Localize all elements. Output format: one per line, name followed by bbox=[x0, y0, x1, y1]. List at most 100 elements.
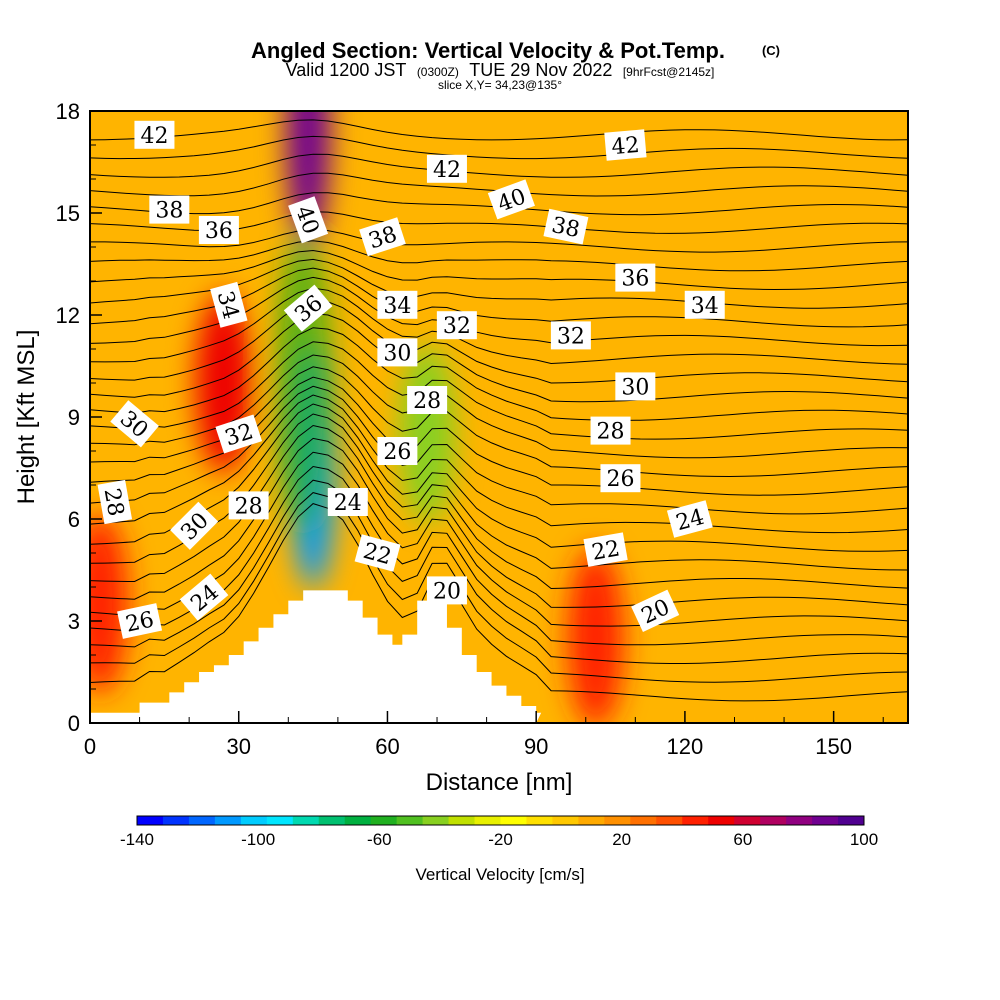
colorbar-tick-label: -60 bbox=[367, 830, 392, 849]
y-tick-label: 9 bbox=[68, 405, 80, 430]
subtitle-forecast: [9hrFcst@2145z] bbox=[623, 65, 715, 79]
contour-label-text: 28 bbox=[235, 494, 263, 519]
updraft-region-5 bbox=[90, 514, 128, 694]
slice-info: slice X,Y= 34,23@135° bbox=[438, 78, 562, 92]
contour-label-bg bbox=[543, 208, 589, 245]
contour-label-bg bbox=[354, 534, 401, 572]
contour-label-text: 34 bbox=[691, 294, 719, 319]
contour-label: 34 bbox=[684, 290, 725, 319]
isentrope bbox=[90, 437, 908, 608]
contour-label-text: 36 bbox=[205, 219, 233, 244]
contour-label: 28 bbox=[590, 416, 631, 445]
contour-label-bg bbox=[487, 179, 535, 220]
colorbar-swatch bbox=[500, 816, 527, 825]
isentrope bbox=[90, 327, 908, 421]
colorbar-swatch bbox=[188, 816, 216, 825]
colorbar-swatch bbox=[396, 816, 424, 825]
contour-label-text: 24 bbox=[334, 491, 362, 516]
contour-label: 42 bbox=[604, 129, 647, 161]
y-tick-label: 15 bbox=[56, 201, 80, 226]
contour-label-bg bbox=[359, 217, 406, 257]
colorbar-swatch bbox=[318, 816, 346, 825]
contour-label: 36 bbox=[198, 216, 239, 244]
isentrope bbox=[90, 341, 908, 440]
y-tick-label: 3 bbox=[68, 609, 80, 634]
contour-label-text: 30 bbox=[621, 375, 649, 400]
contour-label-bg bbox=[426, 154, 467, 183]
isentrope bbox=[90, 385, 908, 515]
colorbar-swatch bbox=[734, 816, 761, 825]
terrain bbox=[90, 590, 542, 723]
colorbar-swatch bbox=[656, 816, 683, 825]
subtitle-date: TUE 29 Nov 2022 bbox=[469, 60, 612, 80]
contour-label-bg bbox=[600, 464, 641, 493]
contour-label: 30 bbox=[615, 372, 656, 401]
colorbar-swatch bbox=[474, 816, 501, 825]
x-tick-label: 90 bbox=[524, 734, 548, 759]
colorbar-swatch bbox=[786, 816, 813, 825]
contour-label-bg bbox=[97, 479, 133, 525]
contour-label-bg bbox=[436, 311, 477, 340]
isentrope bbox=[90, 451, 908, 627]
x-tick-label: 30 bbox=[226, 734, 250, 759]
x-tick-label: 150 bbox=[815, 734, 852, 759]
contour-label-bg bbox=[198, 216, 239, 244]
colorbar-swatch bbox=[214, 816, 242, 825]
isentrope bbox=[90, 249, 908, 291]
contour-label-bg bbox=[604, 129, 647, 161]
contour-label-bg bbox=[666, 500, 713, 538]
contour-label: 38 bbox=[149, 195, 190, 224]
colorbar-swatch bbox=[708, 816, 735, 825]
colorbar-tick-label: -100 bbox=[241, 830, 275, 849]
contour-label: 26 bbox=[377, 437, 418, 465]
colorbar-swatch bbox=[578, 816, 605, 825]
contour-label: 26 bbox=[600, 464, 641, 493]
chart-title: Angled Section: Vertical Velocity & Pot.… bbox=[251, 38, 725, 63]
isentrope bbox=[90, 229, 908, 253]
contour-label-text: 42 bbox=[611, 133, 641, 160]
contour-label: 20 bbox=[426, 576, 467, 605]
contour-label-bg bbox=[631, 589, 680, 632]
contour-label: 30 bbox=[377, 338, 418, 367]
subtitle-valid: Valid 1200 JST bbox=[286, 60, 407, 80]
contour-label-bg bbox=[377, 290, 418, 319]
isentrope bbox=[90, 287, 908, 365]
contour-label-bg bbox=[134, 120, 175, 149]
colorbar-swatch bbox=[630, 816, 657, 825]
contour-label-text: 32 bbox=[443, 314, 471, 339]
contour-label-text: 30 bbox=[383, 341, 411, 366]
colorbar-swatch bbox=[240, 816, 268, 825]
contour-label: 28 bbox=[407, 386, 448, 414]
colorbar-swatch bbox=[344, 816, 372, 825]
isentrope bbox=[90, 479, 908, 664]
isentrope bbox=[90, 240, 908, 272]
isentrope bbox=[90, 413, 908, 571]
isentrope bbox=[90, 492, 908, 683]
subtitle-utc: (0300Z) bbox=[417, 65, 459, 79]
contour-label-bg bbox=[407, 386, 448, 414]
colorbar-swatch bbox=[162, 816, 190, 825]
colorbar-swatch bbox=[292, 816, 320, 825]
colorbar: -140 -100 -60 -20 20 60 100 bbox=[120, 815, 878, 849]
contour-label-bg bbox=[170, 501, 219, 550]
y-tick-label: 6 bbox=[68, 507, 80, 532]
x-axis: 0 30 60 90 120 150 bbox=[84, 711, 884, 759]
chart-subtitle: Valid 1200 JST (0300Z) TUE 29 Nov 2022 [… bbox=[286, 60, 715, 80]
isentrope bbox=[90, 299, 908, 384]
contour-label-bg bbox=[288, 196, 329, 244]
contour-label: 40 bbox=[487, 179, 535, 220]
colorbar-swatch bbox=[552, 816, 579, 825]
contour-label-text: 20 bbox=[433, 579, 461, 604]
contour-label: 36 bbox=[615, 263, 656, 292]
contour-label-bg bbox=[215, 414, 263, 454]
y-tick-label: 18 bbox=[56, 99, 80, 124]
contour-label: 22 bbox=[583, 532, 628, 567]
contour-label: 34 bbox=[210, 281, 248, 328]
contour-label: 28 bbox=[97, 479, 133, 525]
contour-label-bg bbox=[377, 437, 418, 465]
contour-label: 32 bbox=[436, 311, 477, 340]
contour-label: 20 bbox=[631, 589, 680, 632]
contour-label-bg bbox=[590, 416, 631, 445]
contour-label-text: 22 bbox=[590, 536, 622, 565]
